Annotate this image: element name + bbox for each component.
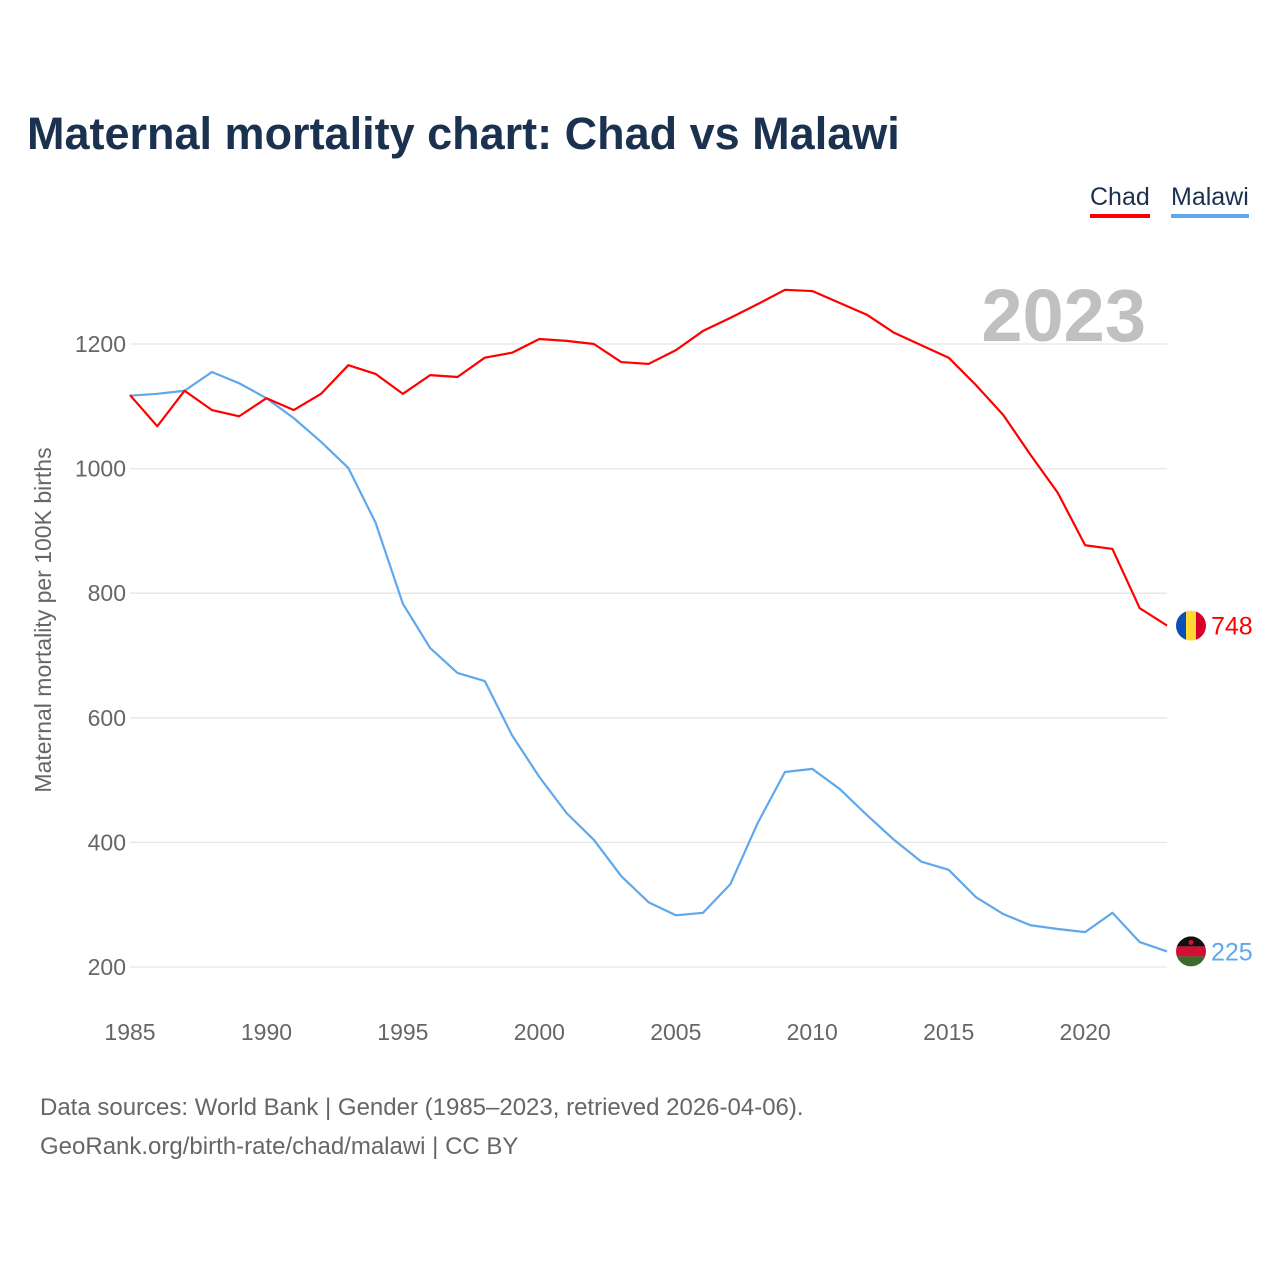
source-link[interactable]: GeoRank.org/birth-rate/chad/malawi | CC … (40, 1133, 519, 1160)
series-line-malawi (129, 370, 1168, 953)
x-tick-label: 1985 (104, 1019, 155, 1045)
year-label: 2023 (981, 274, 1146, 357)
chad-flag-icon (1176, 610, 1206, 641)
source-note: Data sources: World Bank | Gender (1985–… (40, 1088, 804, 1166)
y-tick-label: 600 (88, 705, 126, 731)
x-tick-label: 2010 (787, 1019, 838, 1045)
source-line: Data sources: World Bank | Gender (1985–… (40, 1094, 804, 1121)
x-tick-label: 2015 (923, 1019, 974, 1045)
x-tick-label: 2005 (650, 1019, 701, 1045)
x-tick-label: 2020 (1060, 1019, 1111, 1045)
malawi-flag-icon (1176, 936, 1206, 967)
x-tick-label: 1990 (241, 1019, 292, 1045)
y-tick-label: 1200 (75, 331, 126, 357)
y-axis-label: Maternal mortality per 100K births (30, 447, 56, 792)
y-tick-label: 1000 (75, 456, 126, 482)
y-tick-label: 800 (88, 580, 126, 606)
end-value-label-chad: 748 (1211, 613, 1253, 641)
x-tick-label: 1995 (377, 1019, 428, 1045)
legend-chad[interactable]: Chad (1090, 183, 1150, 218)
y-tick-label: 400 (88, 829, 126, 855)
legend-malawi[interactable]: Malawi (1171, 183, 1249, 218)
chart-title: Maternal mortality chart: Chad vs Malawi (27, 108, 900, 159)
series-line-chad (129, 288, 1168, 627)
y-tick-label: 200 (88, 954, 126, 980)
x-tick-label: 2000 (514, 1019, 565, 1045)
end-value-label-malawi: 225 (1211, 938, 1253, 966)
